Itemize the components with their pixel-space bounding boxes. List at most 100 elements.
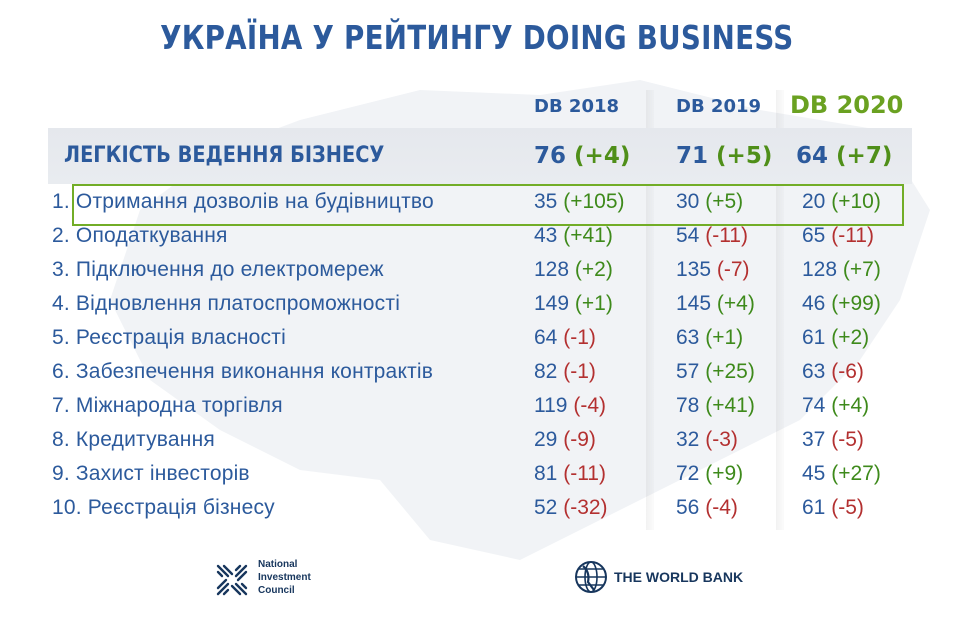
world-bank-text: THE WORLD BANK — [614, 569, 744, 585]
rank: 35 — [534, 190, 558, 213]
column-header-2019: DB 2019 — [676, 96, 762, 117]
nic-line-1: National — [258, 559, 298, 570]
indicator-text: Забезпечення виконання контрактів — [75, 360, 434, 383]
rank: 145 — [676, 292, 712, 315]
indicator-label: 7. Міжнародна торгівля — [52, 394, 283, 418]
value-cell: 20 (+10) — [802, 190, 881, 214]
globe-icon — [575, 561, 607, 593]
rank: 119 — [534, 394, 568, 417]
ease-row-band — [48, 128, 912, 184]
table-row: 9. Захист інвесторів 81 (-11) 72 (+9) 45 (+2… — [0, 462, 960, 496]
rank: 54 — [676, 224, 700, 247]
indicator-number: 5. — [52, 326, 70, 349]
change: (+9) — [705, 462, 744, 485]
change: (+5) — [705, 190, 744, 213]
value-cell: 78 (+41) — [676, 394, 755, 418]
indicator-number: 9. — [52, 462, 70, 485]
change: (-1) — [563, 360, 596, 383]
table-row: 5. Реєстрація власності 64 (-1) 63 (+1) 61 (… — [0, 326, 960, 360]
change: (+1) — [574, 292, 613, 315]
rank: 63 — [802, 360, 826, 383]
column-divider — [776, 90, 784, 530]
value-cell: 81 (-11) — [534, 462, 606, 486]
change: (-32) — [563, 496, 608, 519]
indicator-label: 4. Відновлення платоспроможності — [52, 292, 400, 316]
indicator-label: 3. Підключення до електромереж — [52, 258, 384, 282]
indicator-number: 6. — [52, 360, 70, 383]
change: (+27) — [831, 462, 881, 485]
table-row: 4. Відновлення платоспроможності 149 (+1) 1… — [0, 292, 960, 326]
table-row: 1. Отримання дозволів на будівництво 35 (+… — [0, 190, 960, 224]
indicator-text: Захист інвесторів — [75, 462, 250, 485]
table-row: 3. Підключення до електромереж 128 (+2) 135… — [0, 258, 960, 292]
value-cell: 54 (-11) — [676, 224, 748, 248]
indicator-number: 4. — [52, 292, 70, 315]
rank: 61 — [802, 496, 826, 519]
rank: 82 — [534, 360, 558, 383]
indicator-text: Підключення до електромереж — [75, 258, 384, 281]
change: (-7) — [716, 258, 750, 281]
change: (+4) — [574, 143, 631, 169]
change: (+2) — [574, 258, 613, 281]
rank: 61 — [802, 326, 826, 349]
table-row: 7. Міжнародна торгівля 119 (-4) 78 (+41) 74 … — [0, 394, 960, 428]
change: (-4) — [705, 496, 738, 519]
nic-line-3: Council — [258, 585, 295, 596]
value-cell: 63 (+1) — [676, 326, 743, 350]
change: (+25) — [705, 360, 755, 383]
nic-line-2: Investment — [258, 572, 311, 583]
indicator-text: Реєстрація власності — [75, 326, 286, 349]
change: (-3) — [705, 428, 738, 451]
value-cell: 119 (-4) — [534, 394, 606, 418]
nic-logo-icon — [216, 564, 248, 596]
change: (+5) — [716, 143, 773, 169]
indicator-label: 2. Оподаткування — [52, 224, 228, 248]
change: (-4) — [573, 394, 606, 417]
rank: 45 — [802, 462, 826, 485]
rank: 128 — [802, 258, 838, 281]
rank: 32 — [676, 428, 700, 451]
change: (+2) — [831, 326, 870, 349]
change: (+41) — [563, 224, 613, 247]
table-row: 6. Забезпечення виконання контрактів 82 (-… — [0, 360, 960, 394]
change: (+10) — [831, 190, 881, 213]
table-row: 10. Реєстрація бізнесу 52 (-32) 56 (-4) 61 (… — [0, 496, 960, 530]
value-cell: 145 (+4) — [676, 292, 755, 316]
indicator-label: 9. Захист інвесторів — [52, 462, 250, 486]
indicator-number: 2. — [52, 224, 70, 247]
change: (+7) — [836, 143, 893, 169]
change: (-1) — [563, 326, 596, 349]
rank: 135 — [676, 258, 712, 281]
change: (-6) — [831, 360, 864, 383]
change: (-5) — [831, 428, 864, 451]
page-title: УКРАЇНА У РЕЙТИНГУ DOING BUSINESS — [160, 18, 794, 57]
value-cell: 128 (+7) — [802, 258, 881, 282]
rank: 76 — [534, 143, 567, 169]
ease-value-2018: 76 (+4) — [534, 143, 630, 169]
rank: 78 — [676, 394, 700, 417]
rank: 64 — [796, 143, 829, 169]
rank: 46 — [802, 292, 826, 315]
rank: 64 — [534, 326, 558, 349]
rank: 63 — [676, 326, 700, 349]
value-cell: 64 (-1) — [534, 326, 596, 350]
indicator-number: 3. — [52, 258, 70, 281]
rank: 20 — [802, 190, 826, 213]
value-cell: 32 (-3) — [676, 428, 738, 452]
value-cell: 72 (+9) — [676, 462, 743, 486]
indicator-text: Оподаткування — [75, 224, 228, 247]
change: (-11) — [831, 224, 874, 247]
value-cell: 52 (-32) — [534, 496, 608, 520]
ease-value-2020: 64 (+7) — [796, 143, 892, 169]
rank: 29 — [534, 428, 558, 451]
change: (-11) — [563, 462, 606, 485]
value-cell: 43 (+41) — [534, 224, 613, 248]
value-cell: 65 (-11) — [802, 224, 874, 248]
value-cell: 56 (-4) — [676, 496, 738, 520]
value-cell: 37 (-5) — [802, 428, 864, 452]
change: (-11) — [705, 224, 748, 247]
change: (+41) — [705, 394, 755, 417]
rank: 81 — [534, 462, 558, 485]
indicator-label: 8. Кредитування — [52, 428, 215, 452]
